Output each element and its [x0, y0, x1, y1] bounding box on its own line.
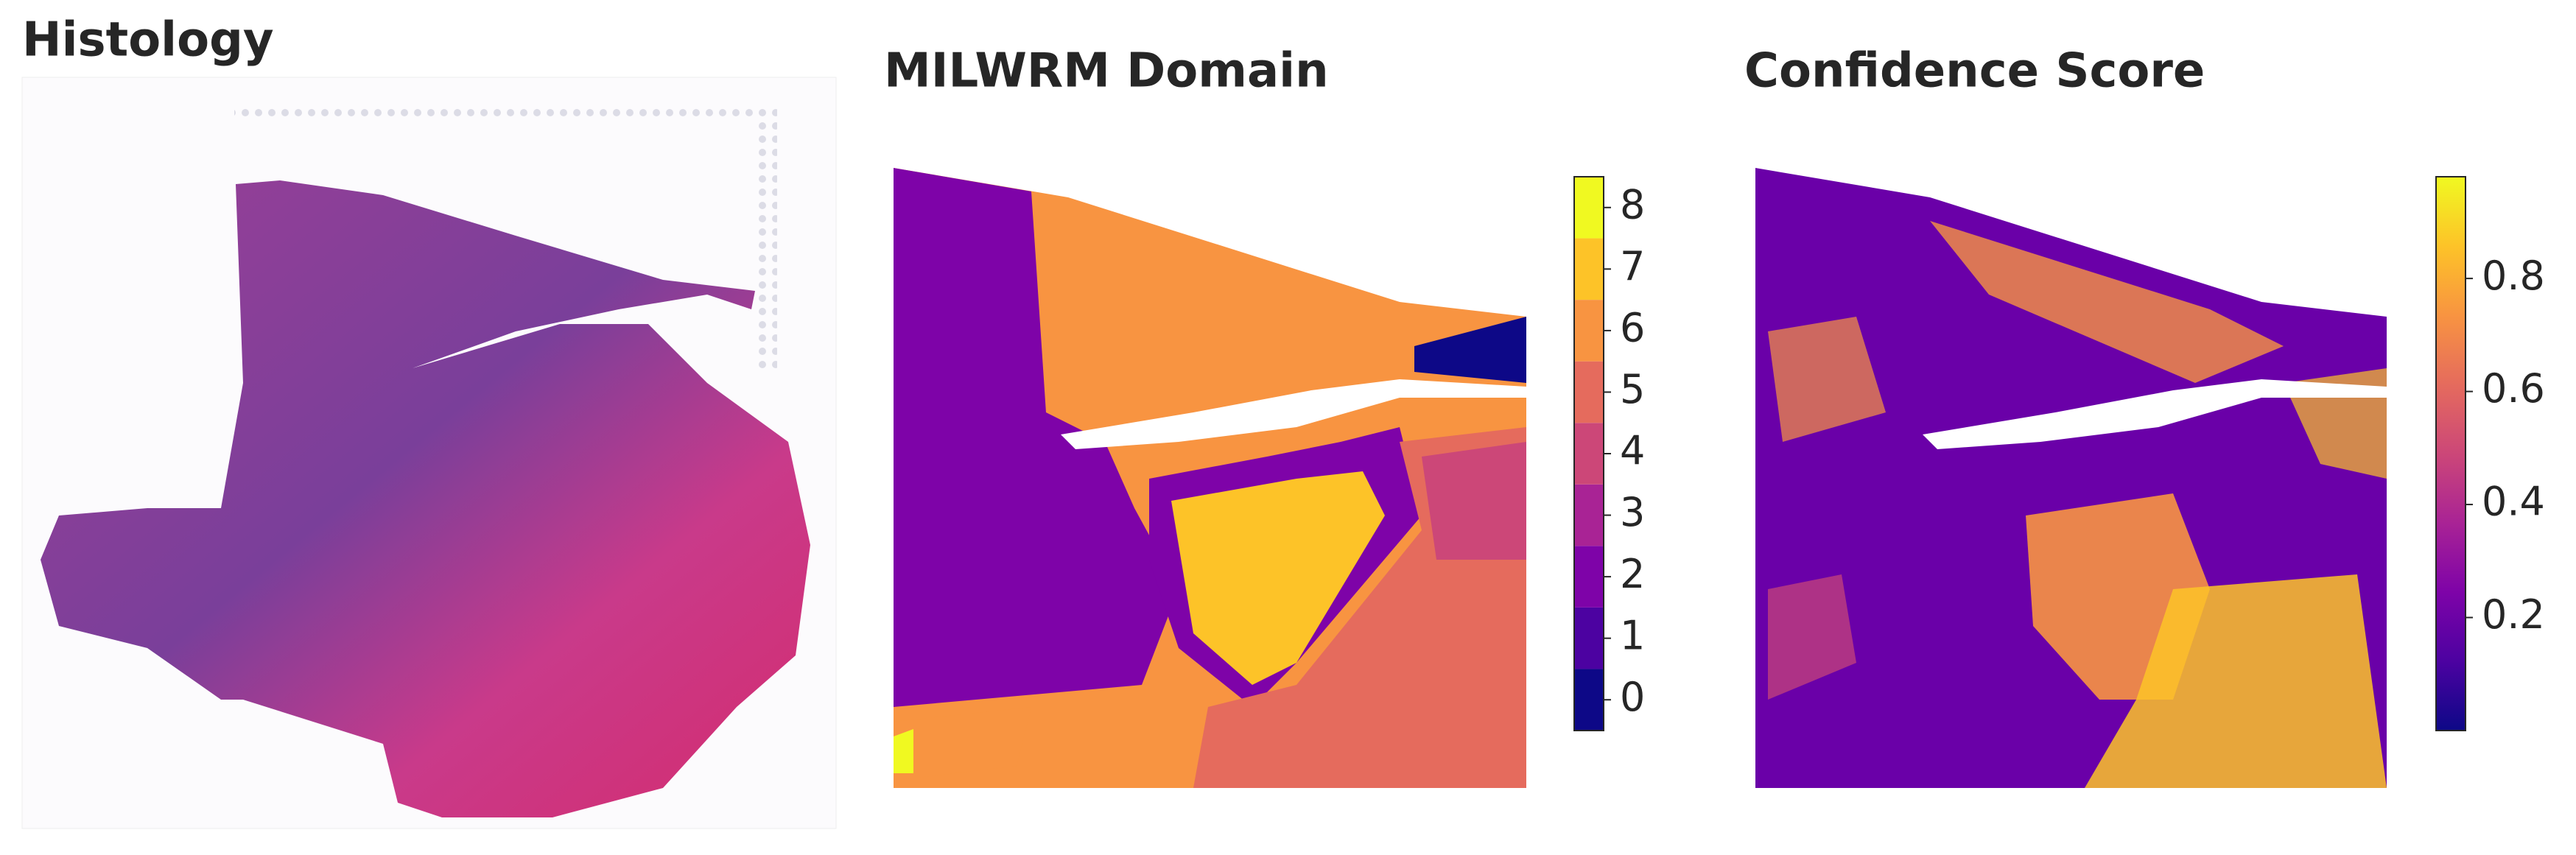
- confidence-map: [1755, 168, 2387, 788]
- colorbar-segment: [1574, 546, 1604, 608]
- tick-label: 6: [1620, 305, 1645, 351]
- panel-title: Confidence Score: [1744, 44, 2205, 99]
- tick-label: 1: [1620, 612, 1645, 658]
- colorbar-segment: [1574, 361, 1604, 423]
- tissue: [41, 180, 810, 817]
- tick-label: 7: [1620, 243, 1645, 289]
- colorbar-segment: [1574, 607, 1604, 669]
- tick-label: 0.8: [2482, 253, 2545, 299]
- tick-label: 0: [1620, 674, 1645, 720]
- panel-title: MILWRM Domain: [884, 44, 1329, 99]
- colorbar-segment: [1574, 238, 1604, 300]
- tick-label: 4: [1620, 428, 1645, 474]
- colorbar-segment: [1574, 669, 1604, 731]
- colorbar-segment: [1574, 177, 1604, 239]
- tick-label: 3: [1620, 489, 1645, 535]
- colorbar-segment: [1574, 300, 1604, 362]
- colorbar: 0.2 0.4 0.6 0.8: [2435, 176, 2545, 731]
- tick-label: 8: [1620, 181, 1645, 228]
- colorbar-fill: [2436, 177, 2466, 731]
- tick-label: 0.6: [2482, 365, 2545, 412]
- panel-title: Histology: [22, 13, 274, 68]
- tick-label: 5: [1620, 366, 1645, 412]
- tick-label: 0.2: [2482, 591, 2545, 638]
- colorbar: 0 1 2 3 4 5 6 7 8: [1573, 176, 1645, 731]
- colorbar-segment: [1574, 484, 1604, 546]
- colorbar-segment: [1574, 423, 1604, 485]
- tick-label: 2: [1620, 551, 1645, 597]
- tick-label: 0.4: [2482, 479, 2545, 525]
- domain-map: [894, 168, 1526, 788]
- colorbar-frame: [2435, 176, 2466, 731]
